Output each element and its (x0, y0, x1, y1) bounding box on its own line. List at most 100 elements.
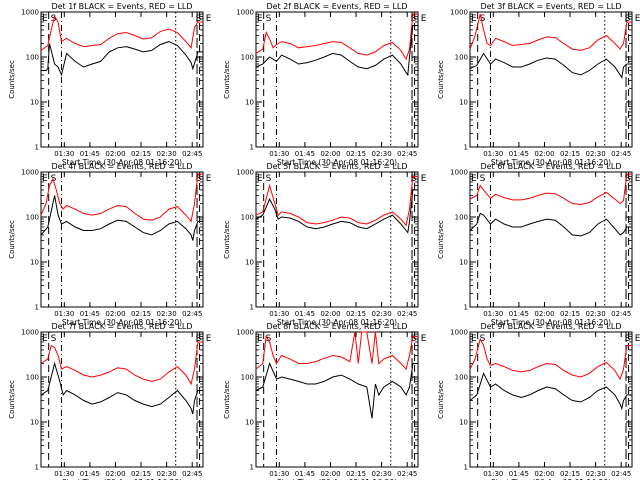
x-tick-label: 02:30 (586, 310, 606, 318)
panel-title: Det 4f BLACK = Events, RED = LLD (51, 162, 192, 171)
x-tick-label: 02:30 (157, 310, 177, 318)
chart-panel-4: Det 4f BLACK = Events, RED = LLD 1 10 100 10… (8, 162, 212, 327)
y-tick-label: 100 (26, 374, 39, 382)
plot-frame (255, 331, 419, 468)
x-tick-label: 02:00 (534, 470, 554, 478)
marker-label-e: E (635, 334, 640, 344)
marker-label-e: E (421, 14, 427, 24)
y-tick-label: 10 (245, 259, 254, 267)
y-axis-label: Counts/sec (437, 60, 445, 99)
chart-panel-6: Det 6f BLACK = Events, RED = LLD 1 10 100 10… (437, 162, 640, 327)
plot-frame (40, 331, 204, 468)
x-axis-label: Start Time (30-Apr-08 01:16:20) (62, 318, 182, 327)
plot-frame (469, 171, 633, 308)
y-tick-label: 100 (455, 374, 468, 382)
y-tick-label: 1000 (21, 9, 39, 17)
marker-label-e: E (471, 174, 477, 184)
series-lld-line (40, 173, 203, 223)
y-axis-label: Counts/sec (8, 220, 16, 259)
marker-label-e: E (471, 14, 477, 24)
x-tick-label: 01:45 (80, 470, 100, 478)
y-tick-label: 1 (250, 144, 254, 152)
x-tick-label: 02:15 (560, 150, 580, 158)
x-tick-label: 02:45 (611, 310, 631, 318)
y-tick-label: 10 (459, 99, 468, 107)
panel-title: Det 1f BLACK = Events, RED = LLD (51, 2, 192, 11)
x-tick-label: 02:15 (346, 150, 366, 158)
y-tick-label: 100 (26, 54, 39, 62)
x-tick-label: 02:00 (105, 150, 125, 158)
series-events-line (41, 41, 203, 77)
chart-panel-7: Det 7f BLACK = Events, RED = LLD 1 10 100 10… (8, 322, 212, 480)
series-lld-line (469, 173, 632, 206)
y-tick-label: 1 (35, 304, 39, 312)
y-axis-label: Counts/sec (223, 380, 231, 419)
series-events-line (469, 372, 632, 411)
marker-label-s: S (196, 14, 202, 24)
marker-label-s: S (411, 14, 417, 24)
plot-frame (40, 11, 204, 148)
y-tick-label: 100 (241, 214, 254, 222)
marker-label-s: S (196, 334, 202, 344)
series-lld-line (469, 337, 632, 381)
y-axis-label: Counts/sec (223, 60, 231, 99)
series-events-line (255, 189, 418, 234)
x-tick-label: 02:15 (131, 310, 151, 318)
marker-label-s: S (266, 174, 272, 184)
series-lld-line (40, 15, 203, 51)
marker-label-e: E (421, 174, 427, 184)
marker-label-e: E (635, 174, 640, 184)
x-tick-label: 01:45 (80, 150, 100, 158)
x-tick-label: 02:15 (560, 470, 580, 478)
series-lld-line (255, 331, 418, 371)
panel-title: Det 3f BLACK = Events, RED = LLD (480, 2, 621, 11)
plot-frame (40, 171, 204, 308)
y-tick-label: 1000 (21, 169, 39, 177)
x-axis-label: Start Time (30-Apr-08 01:16:20) (491, 158, 611, 167)
marker-label-s: S (625, 14, 631, 24)
y-tick-label: 1 (250, 304, 254, 312)
chart-panel-1: Det 1f BLACK = Events, RED = LLD 1 10 100 10… (8, 2, 212, 167)
marker-label-s: S (51, 334, 57, 344)
x-tick-label: 02:45 (182, 150, 202, 158)
x-tick-label: 01:30 (483, 470, 503, 478)
marker-label-e: E (421, 334, 427, 344)
x-tick-label: 02:00 (534, 310, 554, 318)
marker-label-s: S (411, 174, 417, 184)
plot-frame (469, 331, 633, 468)
x-axis-label: Start Time (30-Apr-08 01:16:20) (491, 318, 611, 327)
y-tick-label: 100 (241, 374, 254, 382)
y-tick-label: 10 (459, 259, 468, 267)
marker-label-e: E (257, 14, 263, 24)
marker-label-s: S (480, 334, 486, 344)
marker-label-e: E (42, 334, 48, 344)
x-tick-label: 02:15 (560, 310, 580, 318)
y-tick-label: 10 (459, 419, 468, 427)
y-tick-label: 1 (464, 144, 468, 152)
x-tick-label: 01:45 (80, 310, 100, 318)
marker-label-e: E (206, 14, 212, 24)
y-tick-label: 1 (464, 464, 468, 472)
x-tick-label: 01:45 (509, 150, 529, 158)
x-tick-label: 02:30 (372, 150, 392, 158)
y-tick-label: 10 (30, 419, 39, 427)
x-tick-label: 02:45 (611, 150, 631, 158)
marker-label-e: E (257, 174, 263, 184)
series-lld-line (469, 13, 632, 51)
series-lld-line (255, 175, 418, 227)
chart-panel-3: Det 3f BLACK = Events, RED = LLD 1 10 100 10… (437, 2, 640, 167)
x-tick-label: 02:45 (397, 470, 417, 478)
marker-label-e: E (42, 174, 48, 184)
marker-label-s: S (480, 174, 486, 184)
marker-label-s: S (266, 14, 272, 24)
y-tick-label: 1000 (236, 329, 254, 337)
y-tick-label: 100 (241, 54, 254, 62)
chart-panel-9: Det 9f BLACK = Events, RED = LLD 1 10 100 10… (437, 322, 640, 480)
x-tick-label: 02:30 (586, 150, 606, 158)
series-events-line (255, 25, 418, 77)
x-tick-label: 01:45 (509, 310, 529, 318)
series-events-line (469, 52, 632, 79)
x-axis-label: Start Time (30-Apr-08 01:16:20) (277, 318, 397, 327)
series-lld-line (40, 341, 203, 386)
